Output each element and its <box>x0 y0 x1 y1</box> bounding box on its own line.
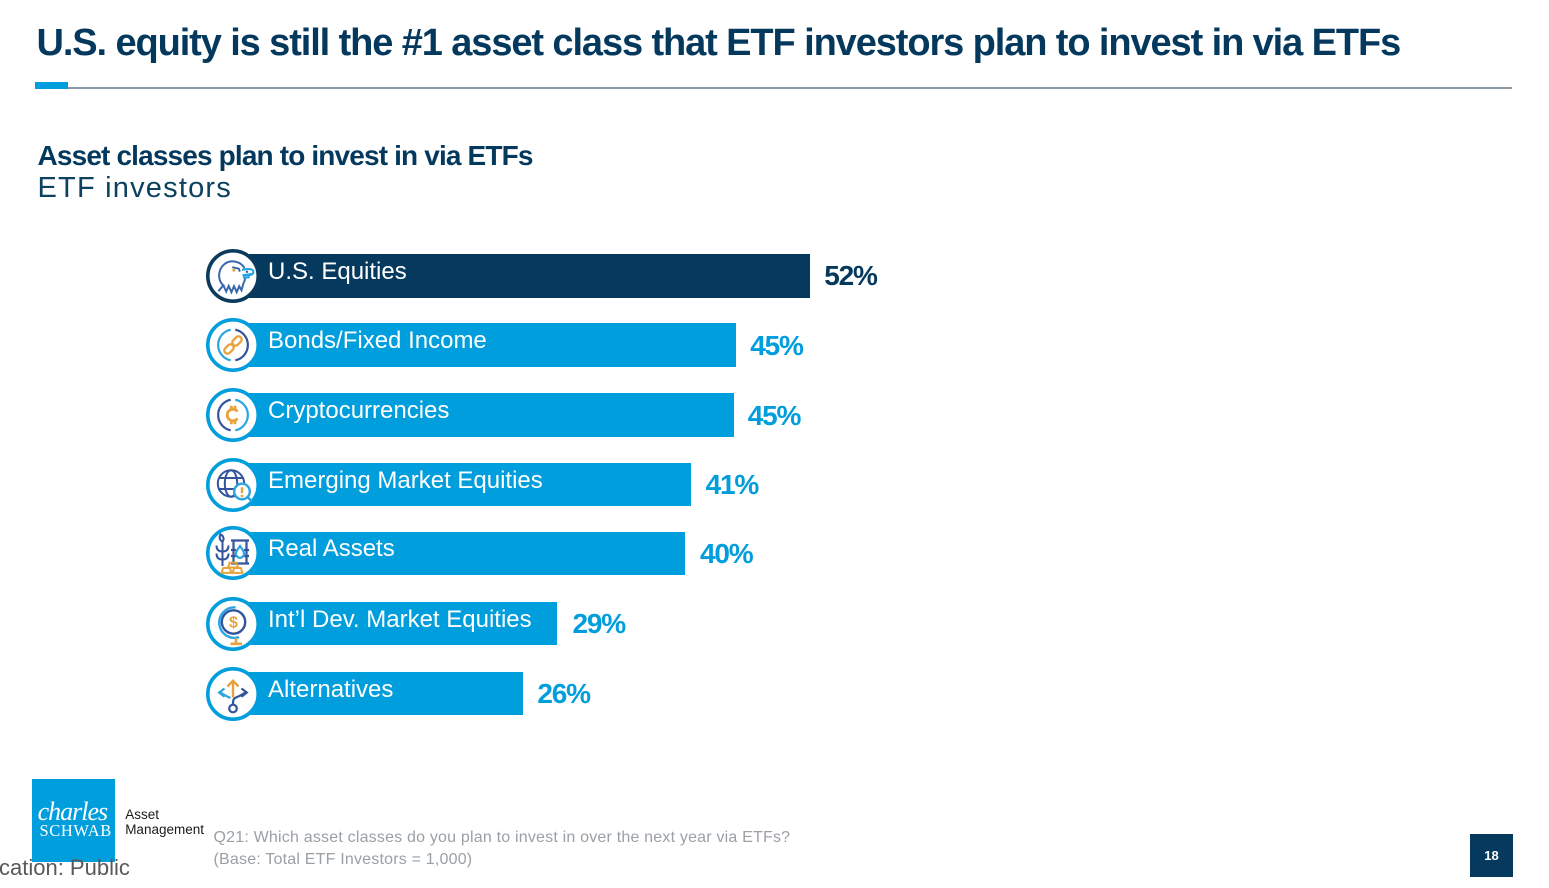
svg-text:$: $ <box>229 614 238 631</box>
